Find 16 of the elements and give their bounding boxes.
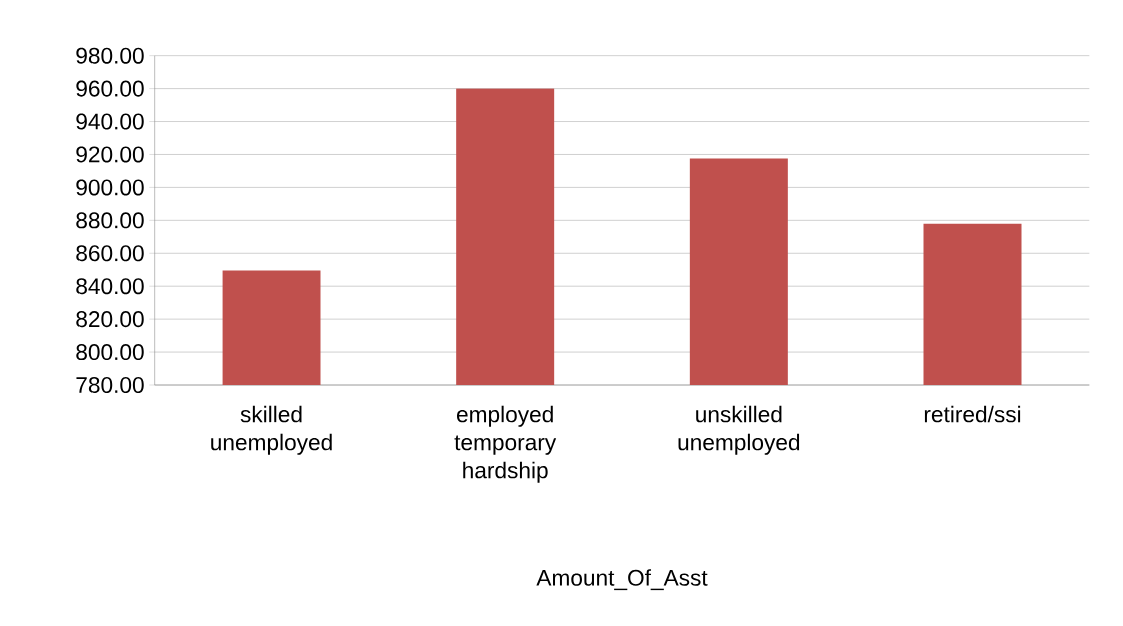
x-axis-title: Amount_Of_Asst xyxy=(536,569,708,591)
y-tick-label: 780.00 xyxy=(76,376,144,394)
y-tick-label: 920.00 xyxy=(76,146,144,163)
y-tick-label: 900.00 xyxy=(76,179,144,196)
y-tick-label: 940.00 xyxy=(76,113,144,130)
y-tick-label: 880.00 xyxy=(76,212,144,229)
x-tick-label: employed temporary hardship xyxy=(454,405,557,483)
y-tick-label: 860.00 xyxy=(76,245,144,262)
y-tick-label: 840.00 xyxy=(76,278,144,295)
x-tick-label: unskilled unemployed xyxy=(678,405,800,455)
y-tick-label: 980.00 xyxy=(76,47,144,64)
y-tick-label: 820.00 xyxy=(76,311,144,328)
y-tick-label: 960.00 xyxy=(76,80,144,97)
y-tick-label: 800.00 xyxy=(76,344,144,361)
x-tick-label: retired/ssi xyxy=(924,405,1021,423)
x-tick-label: skilled unemployed xyxy=(211,405,332,455)
